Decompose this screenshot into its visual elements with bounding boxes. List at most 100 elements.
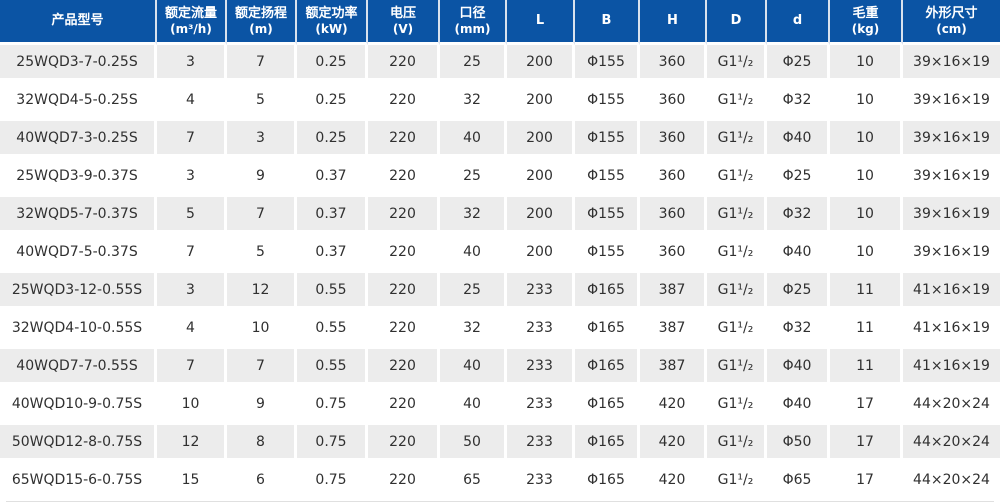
cell-model: 25WQD3-7-0.25S xyxy=(0,45,157,83)
column-label: 额定功率 xyxy=(305,6,358,21)
cell-dims: 39×16×19 xyxy=(903,45,1000,83)
cell-model: 32WQD4-10-0.55S xyxy=(0,311,157,349)
cell-power: 0.37 xyxy=(297,159,368,197)
column-header-B: B xyxy=(575,0,640,45)
column-unit: (cm) xyxy=(936,21,967,36)
cell-B: Φ155 xyxy=(575,83,640,121)
cell-D: G1¹/₂ xyxy=(707,349,767,387)
cell-B: Φ155 xyxy=(575,121,640,159)
cell-H: 387 xyxy=(640,349,707,387)
cell-dims: 41×16×19 xyxy=(903,311,1000,349)
column-label: H xyxy=(667,13,678,29)
cell-dims: 44×20×24 xyxy=(903,387,1000,425)
cell-power: 0.55 xyxy=(297,273,368,311)
cell-dims: 39×16×19 xyxy=(903,83,1000,121)
cell-B: Φ165 xyxy=(575,311,640,349)
cell-B: Φ155 xyxy=(575,235,640,273)
cell-d: Φ25 xyxy=(767,159,830,197)
cell-d: Φ50 xyxy=(767,425,830,463)
cell-voltage: 220 xyxy=(368,311,440,349)
cell-power: 0.75 xyxy=(297,387,368,425)
cell-head: 7 xyxy=(227,197,297,235)
cell-weight: 17 xyxy=(830,425,903,463)
table-row: 40WQD10-9-0.75S 10 9 0.75 220 40 233 Φ165 420 G1¹… xyxy=(0,387,1000,425)
cell-dims: 41×16×19 xyxy=(903,349,1000,387)
cell-weight: 10 xyxy=(830,45,903,83)
cell-d: Φ32 xyxy=(767,197,830,235)
cell-flow: 5 xyxy=(157,197,227,235)
cell-bore: 40 xyxy=(440,387,507,425)
cell-D: G1¹/₂ xyxy=(707,159,767,197)
cell-B: Φ165 xyxy=(575,387,640,425)
table-row: 25WQD3-7-0.25S 3 7 0.25 220 25 200 Φ155 360 G1¹/₂… xyxy=(0,45,1000,83)
cell-model: 25WQD3-12-0.55S xyxy=(0,273,157,311)
cell-voltage: 220 xyxy=(368,121,440,159)
cell-H: 420 xyxy=(640,425,707,463)
cell-H: 387 xyxy=(640,311,707,349)
cell-B: Φ165 xyxy=(575,273,640,311)
cell-head: 9 xyxy=(227,387,297,425)
cell-power: 0.75 xyxy=(297,463,368,501)
cell-L: 200 xyxy=(507,45,575,83)
column-label: 额定扬程 xyxy=(234,6,287,21)
cell-D: G1¹/₂ xyxy=(707,425,767,463)
cell-d: Φ32 xyxy=(767,311,830,349)
column-label: D xyxy=(730,13,742,29)
cell-bore: 25 xyxy=(440,273,507,311)
cell-H: 360 xyxy=(640,235,707,273)
cell-flow: 7 xyxy=(157,121,227,159)
cell-flow: 4 xyxy=(157,311,227,349)
cell-B: Φ155 xyxy=(575,197,640,235)
cell-voltage: 220 xyxy=(368,159,440,197)
cell-model: 40WQD10-9-0.75S xyxy=(0,387,157,425)
cell-D: G1¹/₂ xyxy=(707,387,767,425)
cell-D: G1¹/₂ xyxy=(707,121,767,159)
cell-flow: 3 xyxy=(157,159,227,197)
cell-L: 200 xyxy=(507,197,575,235)
cell-power: 0.55 xyxy=(297,349,368,387)
cell-model: 40WQD7-5-0.37S xyxy=(0,235,157,273)
cell-L: 233 xyxy=(507,349,575,387)
cell-d: Φ32 xyxy=(767,83,830,121)
column-unit: (kg) xyxy=(851,21,880,36)
cell-L: 200 xyxy=(507,235,575,273)
cell-D: G1¹/₂ xyxy=(707,273,767,311)
cell-power: 0.25 xyxy=(297,45,368,83)
cell-H: 360 xyxy=(640,45,707,83)
cell-D: G1¹/₂ xyxy=(707,45,767,83)
cell-flow: 4 xyxy=(157,83,227,121)
cell-head: 12 xyxy=(227,273,297,311)
cell-bore: 40 xyxy=(440,349,507,387)
column-header-L: L xyxy=(507,0,575,45)
table-row: 40WQD7-5-0.37S 7 5 0.37 220 40 200 Φ155 360 G1¹/₂… xyxy=(0,235,1000,273)
column-header-weight: 毛重 (kg) xyxy=(830,0,903,45)
table-body: 25WQD3-7-0.25S 3 7 0.25 220 25 200 Φ155 360 G1¹/₂… xyxy=(0,45,1000,501)
column-unit: (mm) xyxy=(454,21,491,36)
column-label: B xyxy=(601,13,612,29)
column-label: 外形尺寸 xyxy=(925,6,978,21)
cell-L: 233 xyxy=(507,387,575,425)
cell-voltage: 220 xyxy=(368,197,440,235)
cell-dims: 44×20×24 xyxy=(903,463,1000,501)
cell-power: 0.75 xyxy=(297,425,368,463)
column-label: 额定流量 xyxy=(164,6,217,21)
cell-H: 360 xyxy=(640,121,707,159)
column-label: 产品型号 xyxy=(51,13,104,29)
cell-H: 360 xyxy=(640,159,707,197)
cell-weight: 10 xyxy=(830,83,903,121)
cell-model: 40WQD7-7-0.55S xyxy=(0,349,157,387)
table-row: 65WQD15-6-0.75S 15 6 0.75 220 65 233 Φ165 420 G1¹… xyxy=(0,463,1000,501)
cell-voltage: 220 xyxy=(368,349,440,387)
cell-H: 387 xyxy=(640,273,707,311)
column-header-D: D xyxy=(707,0,767,45)
cell-H: 360 xyxy=(640,83,707,121)
column-header-model: 产品型号 xyxy=(0,0,157,45)
cell-head: 6 xyxy=(227,463,297,501)
cell-head: 10 xyxy=(227,311,297,349)
cell-weight: 10 xyxy=(830,121,903,159)
column-unit: (V) xyxy=(392,21,414,36)
column-unit: (m³/h) xyxy=(170,21,212,36)
column-header-bore: 口径 (mm) xyxy=(440,0,507,45)
table-row: 32WQD5-7-0.37S 5 7 0.37 220 32 200 Φ155 360 G1¹/₂… xyxy=(0,197,1000,235)
